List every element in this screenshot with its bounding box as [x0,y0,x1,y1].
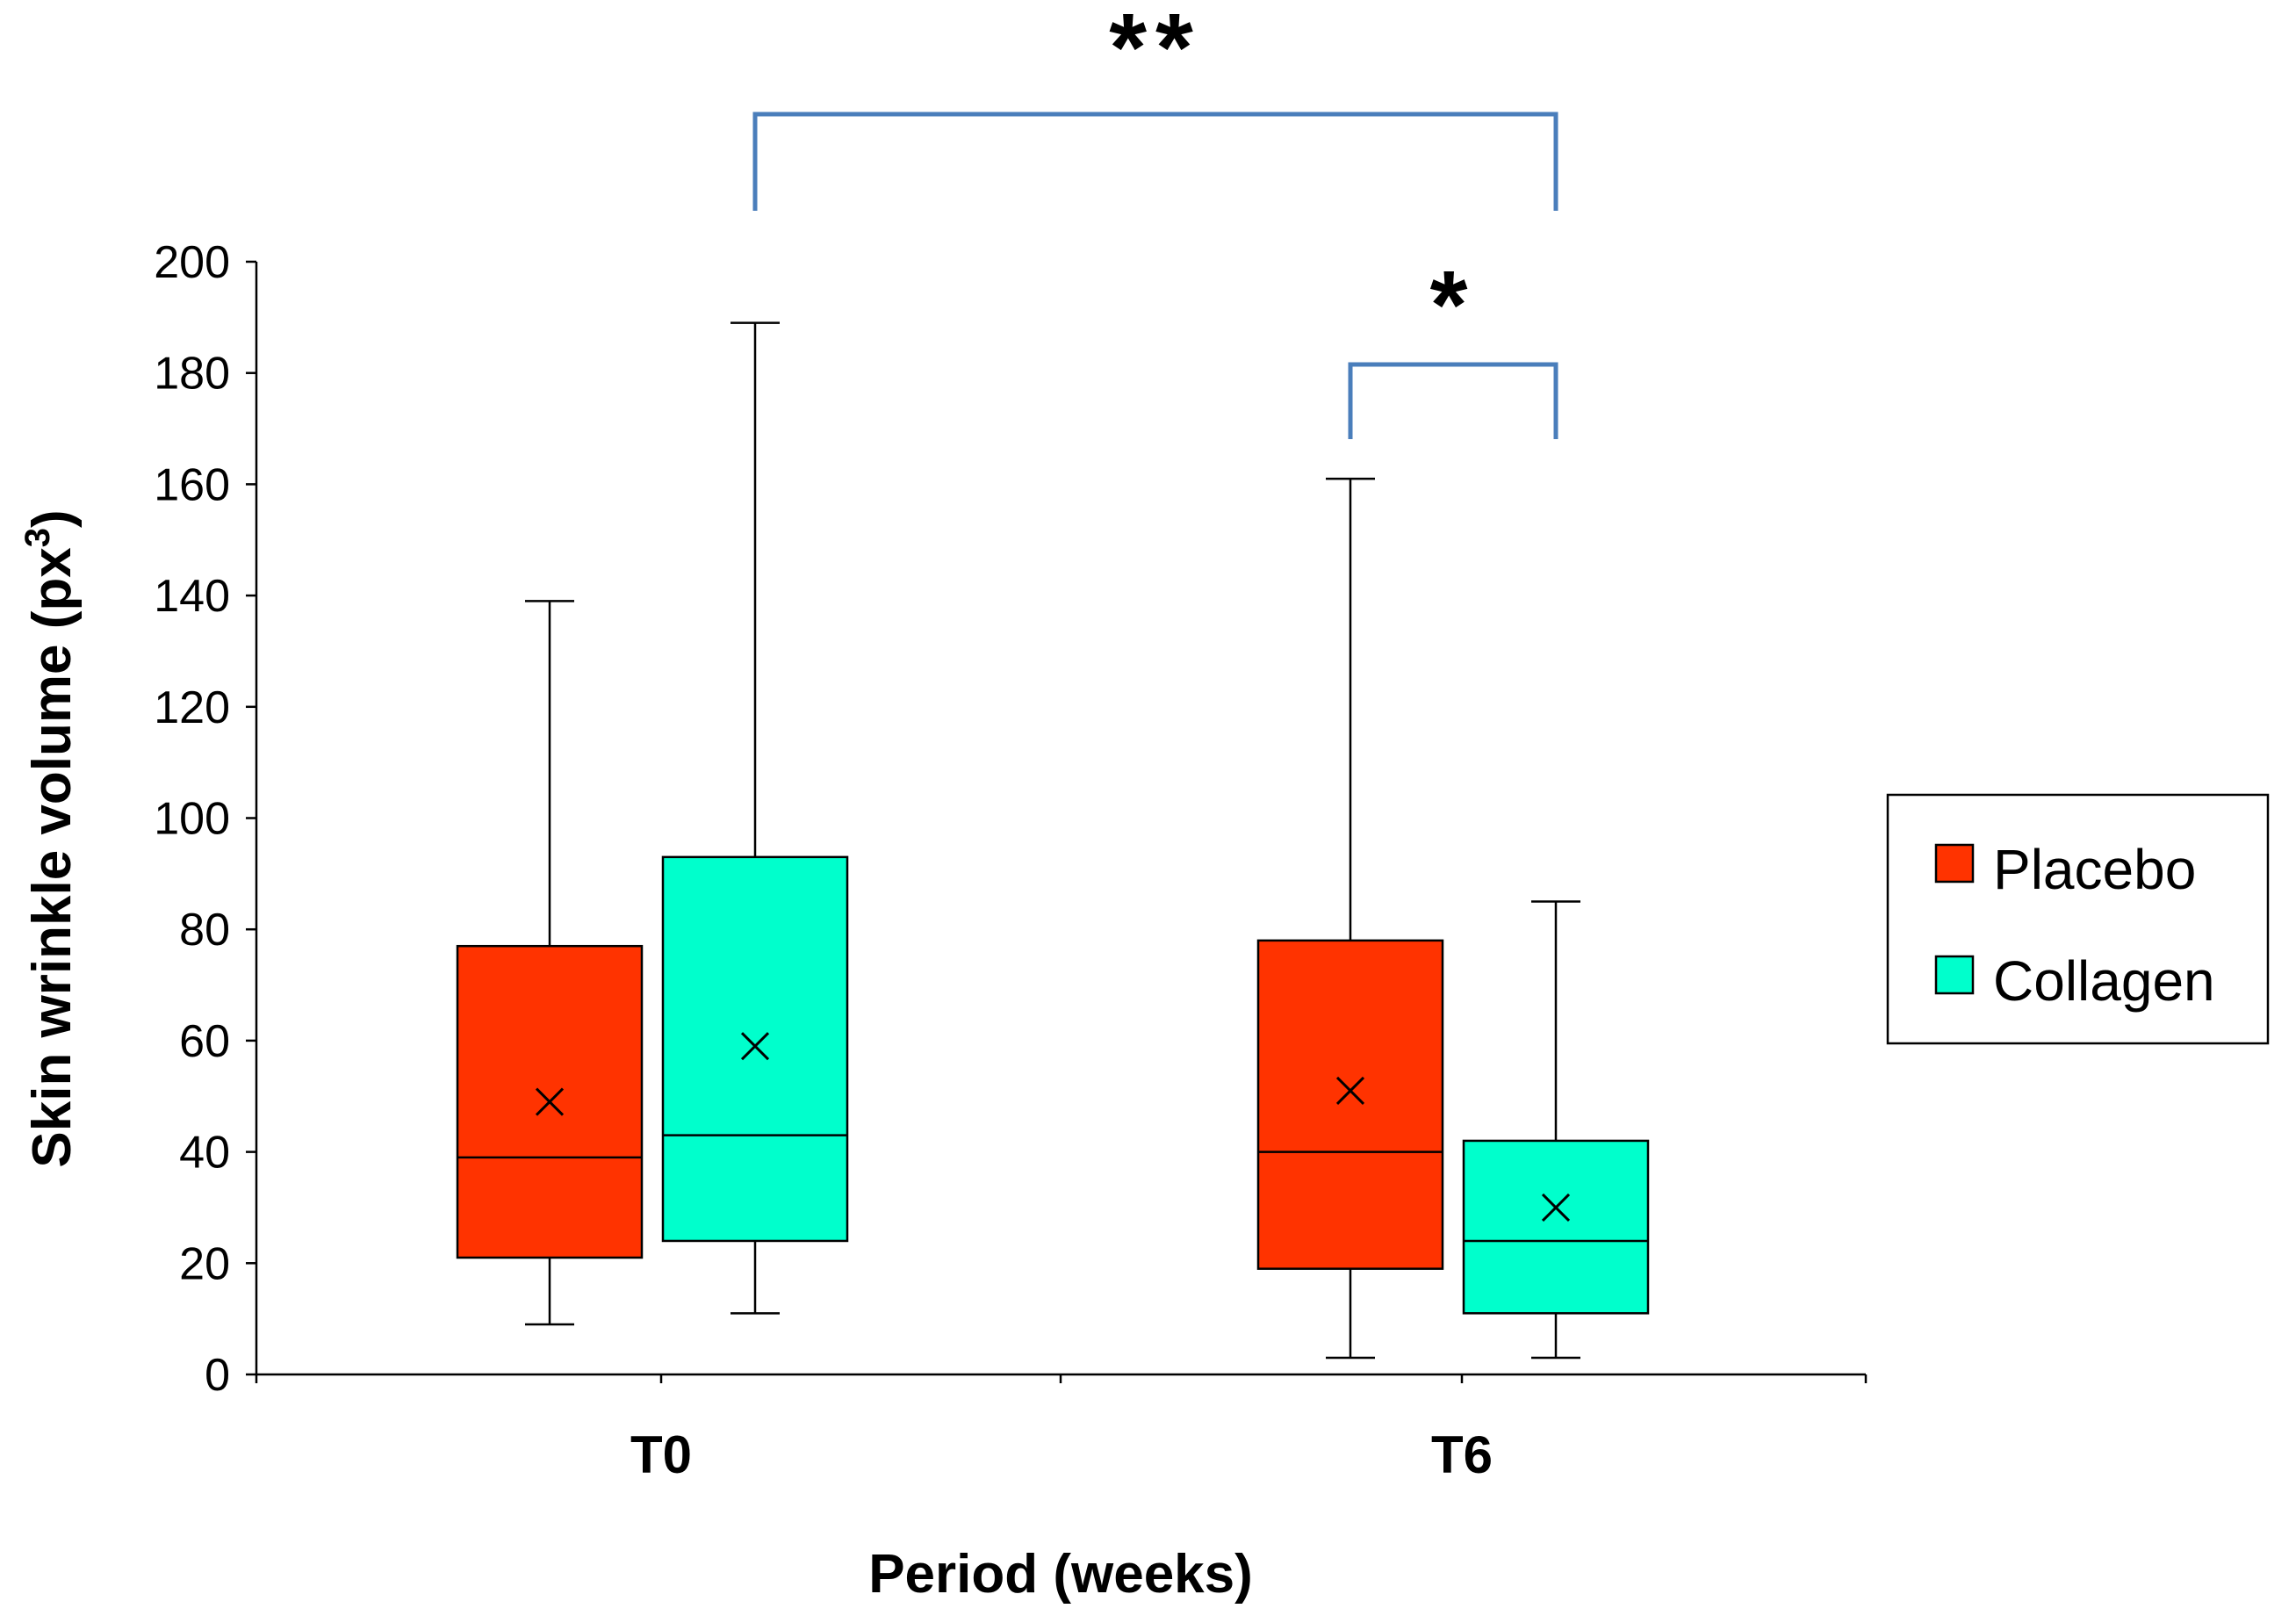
mean-marker-collagen-t0 [740,1032,770,1061]
legend-frame [1886,793,2270,1045]
y-axis-title-superscript: 3 [18,528,57,547]
box-collagen-t0 [661,855,849,1243]
y-tick-label-40: 40 [179,1128,230,1179]
legend: Placebo Collagen [1886,793,2270,1045]
box-placebo-t6 [1256,939,1444,1270]
legend-swatch-collagen [1934,955,1975,995]
significance-label-2: * [1430,251,1477,359]
y-tick-label-180: 180 [154,349,230,400]
y-axis-title: Skin wrinkle volume (px3) [18,509,83,1167]
x-tick-label-T0: T0 [630,1425,692,1484]
mean-marker-placebo-t0 [535,1087,565,1116]
significance-bracket-1 [752,112,1558,211]
box-collagen-t6 [1462,1139,1650,1315]
y-tick-label-80: 80 [179,905,230,956]
y-tick-label-60: 60 [179,1016,230,1067]
significance-bracket-2 [1348,362,1558,439]
significance-label-1: ** [1109,0,1202,102]
mean-marker-collagen-t6 [1541,1193,1571,1223]
legend-label-placebo: Placebo [1993,838,2196,901]
y-tick-label-0: 0 [205,1350,230,1401]
x-tick-label-T6: T6 [1431,1425,1493,1484]
y-tick-label-120: 120 [154,682,230,733]
y-axis-title-close: ) [22,509,83,528]
y-tick-label-140: 140 [154,571,230,622]
y-tick-label-100: 100 [154,794,230,845]
legend-label-collagen: Collagen [1993,949,2215,1013]
y-tick-label-200: 200 [154,237,230,288]
y-axis-title-main: Skin wrinkle volume (px [22,547,83,1168]
x-axis-title: Period (weeks) [868,1544,1253,1605]
legend-swatch-placebo [1934,843,1975,884]
y-tick-label-20: 20 [179,1238,230,1289]
mean-marker-placebo-t6 [1335,1076,1365,1105]
y-tick-label-160: 160 [154,459,230,510]
